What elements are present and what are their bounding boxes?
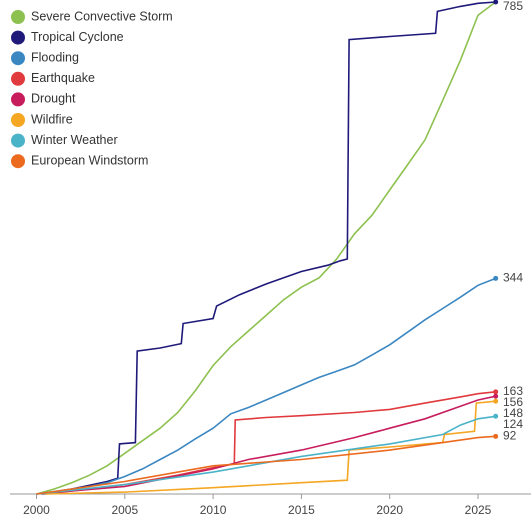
legend-label: Drought xyxy=(31,92,76,106)
legend-label: Earthquake xyxy=(31,71,95,85)
legend-label: Wildfire xyxy=(31,112,73,126)
series-line xyxy=(36,415,496,495)
series-line xyxy=(36,435,496,495)
legend-label: Winter Weather xyxy=(31,133,118,147)
x-tick-label: 2025 xyxy=(465,503,492,517)
end-label: 163 xyxy=(503,384,523,398)
end-dot xyxy=(493,433,499,439)
legend-label: Flooding xyxy=(31,50,79,64)
end-label: 344 xyxy=(503,271,523,285)
end-label: 785 xyxy=(503,0,523,13)
end-label: 124 xyxy=(503,417,523,431)
x-tick-label: 2000 xyxy=(23,503,50,517)
legend-swatch xyxy=(11,71,25,86)
end-label: 156 xyxy=(503,395,523,409)
legend-swatch xyxy=(11,30,25,45)
legend-label: Severe Convective Storm xyxy=(31,9,173,23)
legend-swatch xyxy=(11,10,25,24)
legend-swatch xyxy=(11,154,25,169)
series-line xyxy=(45,400,496,495)
series-line xyxy=(36,1,497,495)
x-tick-label: 2005 xyxy=(111,503,138,517)
legend-label: Tropical Cyclone xyxy=(31,30,124,44)
legend-label: European Windstorm xyxy=(31,153,148,167)
end-label: 148 xyxy=(503,406,523,420)
end-dot xyxy=(493,413,499,419)
x-tick-label: 2020 xyxy=(376,503,403,517)
end-dot xyxy=(493,398,499,404)
legend-swatch xyxy=(11,113,25,127)
x-tick-label: 2015 xyxy=(288,503,315,517)
legend-swatch xyxy=(11,92,25,107)
end-dot xyxy=(493,389,499,395)
series-line xyxy=(41,1,496,495)
end-dot xyxy=(493,275,499,281)
end-dot xyxy=(493,393,499,399)
series-line xyxy=(36,277,496,495)
legend-swatch xyxy=(11,51,25,66)
series-line xyxy=(45,391,496,495)
legend-swatch xyxy=(11,133,25,148)
end-dot xyxy=(493,0,499,5)
end-label: 92 xyxy=(503,429,517,443)
series-line xyxy=(36,395,496,495)
x-tick-label: 2010 xyxy=(200,503,227,517)
